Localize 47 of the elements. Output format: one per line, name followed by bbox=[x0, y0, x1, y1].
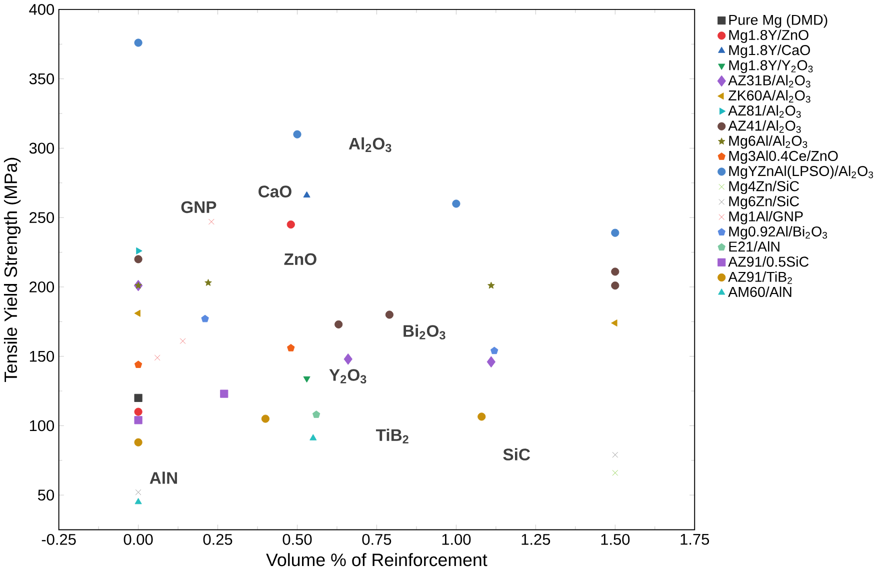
x-tick-label: 1.25 bbox=[522, 534, 550, 545]
legend-label: Mg6Zn/SiC bbox=[729, 196, 799, 210]
x-tick-label: 1.50 bbox=[601, 534, 630, 545]
annotation: Bi$_{2}$O$_{3}$ bbox=[404, 324, 446, 340]
legend-label: Mg1.8Y/CaO bbox=[729, 44, 810, 58]
x-tick-label: 1.75 bbox=[680, 534, 710, 545]
legend-label: AZ81/Al$_{2}$O$_{3}$ bbox=[728, 105, 801, 118]
legend-label: ZK60A/Al$_{2}$O$_{3}$ bbox=[728, 90, 810, 103]
annotation: AlN bbox=[150, 472, 177, 484]
y-tick-label: 50 bbox=[38, 490, 54, 500]
y-tick-label: 300 bbox=[29, 142, 54, 154]
x-tick-label: 0.50 bbox=[282, 534, 312, 545]
legend-label: Mg6Al/Al$_{2}$O$_{3}$ bbox=[729, 135, 808, 149]
legend-label: Mg1Al/GNP bbox=[729, 210, 803, 224]
legend-label: Pure Mg (DMD) bbox=[729, 14, 828, 28]
legend-label: AZ91/TiB$_{2}$ bbox=[728, 271, 792, 284]
annotation: CaO bbox=[258, 186, 292, 198]
legend-label: Mg1.8Y/ZnO bbox=[729, 29, 808, 43]
annotation: ZnO bbox=[284, 253, 316, 266]
x-axis-title: Volume % of Reinforcement bbox=[266, 553, 488, 566]
legend-label: Mg0.92Al/Bi$_{2}$O$_{3}$ bbox=[729, 226, 828, 240]
legend-label: MgYZnAl(LPSO)/Al$_{2}$O$_{3}$ bbox=[729, 166, 874, 179]
y-tick-label: 350 bbox=[29, 73, 54, 84]
legend-label: AZ91/0.5SiC bbox=[728, 256, 809, 267]
legend-label: Mg4Zn/SiC bbox=[729, 180, 799, 194]
annotation: TiB$_{2}$ bbox=[376, 428, 408, 444]
legend-label: AM60/AlN bbox=[728, 286, 792, 297]
annotation: SiC bbox=[503, 448, 530, 460]
legend-label: AZ41/Al$_{2}$O$_{3}$ bbox=[728, 120, 801, 133]
x-tick-label: 1.00 bbox=[442, 534, 471, 545]
annotation: Al$_{2}$O$_{3}$ bbox=[348, 137, 392, 152]
x-tick-label: 0.75 bbox=[362, 534, 392, 545]
x-tick-label: -0.25 bbox=[42, 534, 76, 545]
x-tick-label: 0.25 bbox=[203, 534, 232, 545]
y-tick-label: 400 bbox=[29, 4, 54, 15]
legend-label: Mg1.8Y/Y$_{2}$O$_{3}$ bbox=[729, 60, 813, 74]
y-tick-label: 150 bbox=[30, 350, 54, 362]
annotation: Y$_{2}$O$_{3}$ bbox=[329, 369, 366, 384]
y-axis-title: Tensile Yield Strength (MPa) bbox=[4, 158, 21, 382]
y-tick-label: 200 bbox=[30, 281, 54, 292]
y-tick-label: 100 bbox=[30, 420, 54, 432]
x-tick-label: 0.00 bbox=[124, 534, 153, 545]
annotation: GNP bbox=[181, 201, 216, 213]
legend-label: Mg3Al0.4Ce/ZnO bbox=[729, 150, 838, 164]
legend-label: E21/AlN bbox=[729, 241, 780, 252]
legend-label: AZ31B/Al$_{2}$O$_{3}$ bbox=[728, 74, 810, 88]
y-tick-label: 250 bbox=[30, 212, 54, 223]
